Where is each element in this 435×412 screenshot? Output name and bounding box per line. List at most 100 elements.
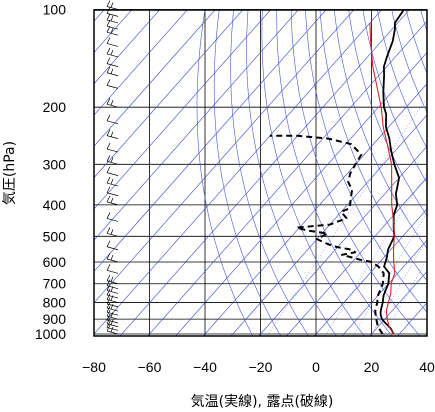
wind-barb-flag [110, 49, 114, 56]
wind-barb-staff [106, 120, 119, 125]
wind-barb [106, 66, 119, 77]
dry-adiabat-line [230, 10, 309, 336]
wind-barb-flag [110, 157, 114, 163]
wind-barb-flag [106, 79, 111, 86]
wind-barb-flag [106, 186, 111, 193]
wind-barb [106, 57, 119, 67]
wind-barb-flag [110, 2, 114, 8]
wind-barb-staff [106, 218, 119, 222]
wind-barb-staff [106, 43, 119, 47]
dry-adiabat-line [213, 10, 281, 336]
wind-barb [106, 98, 119, 108]
wind-barb-flag [106, 252, 111, 260]
wind-barb-staff [106, 330, 119, 335]
wind-barb-flag [106, 98, 111, 105]
isotherm-line [258, 145, 427, 336]
wind-barb [106, 195, 119, 206]
wind-barb-flag [110, 28, 114, 34]
wind-barb-flag [106, 66, 111, 73]
wind-barb-flag [110, 15, 114, 22]
wind-barb-flag [110, 319, 114, 325]
wind-barb [106, 252, 119, 263]
dry-adiabat-line [362, 10, 427, 184]
wind-barb-flag [106, 264, 111, 271]
dry-adiabat-line [348, 10, 427, 217]
wind-barb-staff [106, 294, 119, 299]
isotherm-line [286, 177, 427, 336]
mixing-ratio-line [324, 172, 427, 336]
wind-barb-flag [106, 166, 111, 173]
wind-barb-flag [106, 57, 111, 64]
wind-barb [106, 186, 119, 197]
wind-barb [106, 47, 119, 58]
wind-barb-staff [106, 172, 119, 176]
wind-barb [106, 212, 119, 222]
wind-barb [106, 301, 119, 312]
wind-barb-flag [110, 178, 114, 185]
wind-barb-flag [106, 212, 111, 219]
wind-barb-flag [106, 13, 111, 21]
wind-barb-flag [106, 47, 111, 55]
x-tick-label: −80 [82, 359, 106, 375]
wind-barb [106, 114, 119, 125]
isotherm-line [424, 333, 427, 336]
y-tick-label: 200 [43, 99, 67, 115]
dry-adiabat-line [246, 10, 337, 336]
plot-frame [93, 9, 428, 337]
wind-barb-staff [106, 25, 119, 30]
wind-barb-flag [106, 129, 111, 136]
wind-barb [106, 306, 119, 316]
wind-barb-staff [106, 192, 119, 197]
wind-barb-staff [106, 290, 119, 294]
wind-barb-flag [106, 240, 111, 247]
wind-barb-flag [110, 100, 114, 106]
wind-barb-staff [106, 103, 119, 108]
wind-barb-staff [106, 182, 119, 187]
wind-barb [106, 166, 119, 176]
isotherm-line [94, 10, 271, 210]
wind-barb [106, 142, 119, 153]
wind-barb-flag [106, 227, 111, 234]
wind-barb-staff [106, 299, 119, 303]
ticks: −80 −60 −40 −20 0 20 40 100 200 300 400 500 600 700 80… [35, 2, 435, 376]
wind-barb-staff [106, 201, 119, 206]
wind-barb-flag [106, 155, 111, 162]
wind-barb [106, 129, 119, 139]
wind-barb-flag [106, 288, 111, 296]
profiles [269, 10, 405, 335]
wind-barb-flag [106, 309, 111, 317]
x-tick-label: 40 [419, 359, 435, 375]
y-tick-label: 500 [43, 228, 67, 244]
wind-barb [106, 79, 119, 89]
wind-barb-staff [106, 232, 119, 237]
wind-barb-staff [106, 85, 119, 89]
wind-barb [106, 37, 119, 47]
y-tick-label: 100 [43, 2, 67, 18]
wind-barb [106, 274, 119, 285]
wind-barb-flag [106, 306, 111, 313]
parcel-series [369, 22, 396, 335]
wind-barb [106, 264, 119, 274]
dry-adiabat-line [290, 10, 421, 336]
wind-barb [106, 240, 119, 251]
dry-adiabat-line [405, 10, 427, 75]
wind-barb-staff [106, 315, 119, 320]
dry-adiabat-line [334, 10, 427, 249]
wind-barb [106, 297, 119, 308]
wind-barb-staff [106, 63, 119, 67]
wind-barb-staff [106, 303, 119, 308]
wind-barb-staff [106, 53, 119, 58]
wind-barb-flag [106, 114, 111, 121]
wind-barb-staff [106, 13, 119, 17]
y-tick-label: 600 [43, 254, 67, 270]
dry-adiabat-line [377, 10, 427, 149]
isotherm-line [147, 20, 427, 336]
wind-barb-flag [106, 297, 111, 305]
isotherm-line [175, 51, 427, 336]
wind-barb-flag [106, 274, 111, 281]
x-tick-label: 0 [312, 359, 320, 375]
wind-barb-flag [106, 0, 111, 7]
wind-barb-staff [106, 148, 119, 153]
y-tick-label: 300 [43, 156, 67, 172]
